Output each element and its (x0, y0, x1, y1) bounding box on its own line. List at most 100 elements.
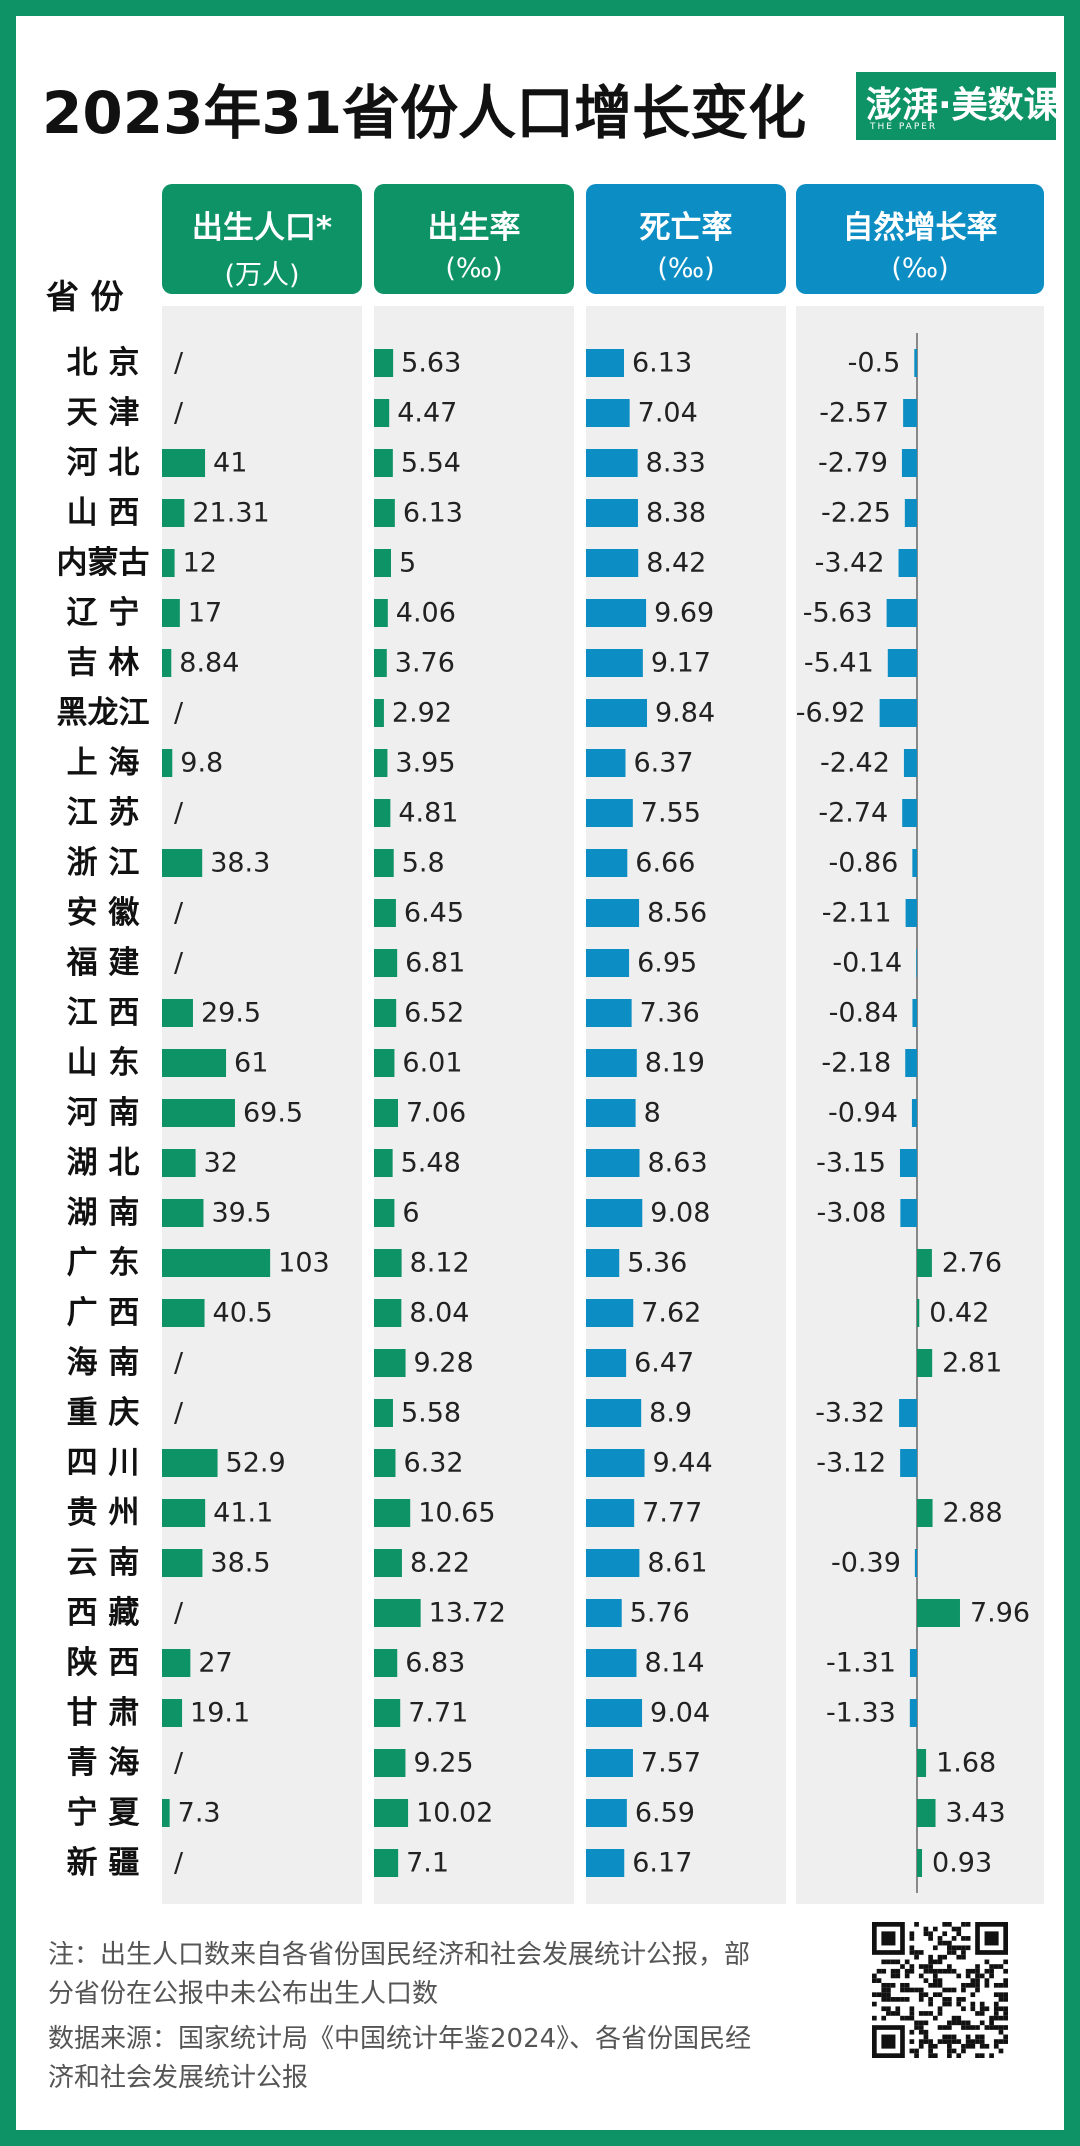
growth-rate-header-title: 自然增长率 (842, 210, 998, 246)
birth-value-label: 10.65 (418, 1498, 495, 1529)
growth-bar (914, 1549, 917, 1577)
birth-bar (374, 549, 391, 577)
death-value-label: 9.69 (654, 598, 714, 629)
growth-value-label: 0.42 (929, 1298, 989, 1329)
province-label: 海 南 (67, 1345, 140, 1381)
death-bar (586, 949, 630, 977)
births-value-label: 38.5 (210, 1548, 270, 1579)
births-bar (162, 599, 180, 627)
birth-value-label: 3.95 (395, 748, 455, 779)
growth-value-label: 2.88 (943, 1498, 1003, 1529)
births-bar (162, 1199, 204, 1227)
death-bar (586, 549, 639, 577)
births-header-title: 出生人口* (191, 210, 333, 246)
growth-value-label: -2.18 (821, 1048, 891, 1079)
growth-value-label: -0.84 (829, 998, 899, 1029)
births-bar (162, 1549, 203, 1577)
growth-bar (912, 849, 917, 877)
death-value-label: 8.63 (648, 1148, 708, 1179)
growth-value-label: -2.25 (821, 498, 891, 529)
missing-value-label: / (174, 898, 184, 929)
death-value-label: 8 (644, 1098, 661, 1129)
birth-value-label: 5 (399, 548, 416, 579)
births-bar (162, 1649, 191, 1677)
death-value-label: 8.19 (645, 1048, 705, 1079)
births-value-label: 41 (213, 448, 247, 479)
qr-code-icon[interactable] (872, 1922, 1008, 2058)
death-bar (586, 649, 643, 677)
births-bar (162, 549, 175, 577)
birth-bar (374, 399, 390, 427)
province-label: 江 苏 (67, 795, 140, 831)
birth-value-label: 8.12 (410, 1248, 470, 1279)
missing-value-label: / (174, 1598, 184, 1629)
death-bar (586, 1499, 635, 1527)
page-title: 2023年31省份人口增长变化 (42, 79, 807, 147)
growth-bar (902, 799, 917, 827)
birth-bar (374, 699, 384, 727)
growth-bar (901, 449, 917, 477)
missing-value-label: / (174, 1848, 184, 1879)
birth-bar (374, 449, 393, 477)
province-label: 宁 夏 (67, 1795, 141, 1831)
births-bar (162, 1249, 271, 1277)
missing-value-label: / (174, 1348, 184, 1379)
births-value-label: 12 (183, 548, 217, 579)
births-value-label: 21.31 (192, 498, 269, 529)
death-bar (586, 1799, 627, 1827)
growth-bar (917, 1599, 960, 1627)
death-value-label: 6.47 (634, 1348, 694, 1379)
death-bar (586, 1149, 640, 1177)
death-bar (586, 1549, 640, 1577)
growth-value-label: -5.63 (803, 598, 873, 629)
growth-bar (909, 1699, 917, 1727)
death-bar (586, 1749, 633, 1777)
growth-value-label: -2.42 (820, 748, 890, 779)
growth-bar (900, 1199, 917, 1227)
growth-bar (914, 349, 917, 377)
birth-value-label: 6.01 (402, 1048, 462, 1079)
death-bar (586, 1249, 620, 1277)
growth-bar (917, 1749, 927, 1777)
death-value-label: 6.66 (635, 848, 695, 879)
death-value-label: 8.38 (646, 498, 706, 529)
growth-value-label: -0.94 (828, 1098, 898, 1129)
province-label: 上 海 (67, 745, 140, 781)
birth-bar (374, 1699, 401, 1727)
birth-value-label: 9.25 (413, 1748, 473, 1779)
birth-value-label: 8.22 (410, 1548, 470, 1579)
births-header: 出生人口* (万人) (162, 184, 362, 294)
growth-bar (917, 1249, 932, 1277)
births-value-label: 17 (188, 598, 222, 629)
growth-value-label: -3.42 (815, 548, 885, 579)
province-label: 河 南 (67, 1095, 140, 1131)
growth-value-label: 3.43 (946, 1798, 1006, 1829)
birth-bar (374, 799, 391, 827)
births-bar (162, 1799, 170, 1827)
birth-value-label: 6.83 (405, 1648, 465, 1679)
growth-bar (900, 1449, 917, 1477)
province-label: 安 徽 (67, 895, 141, 931)
death-bar (586, 1049, 637, 1077)
birth-value-label: 5.63 (401, 348, 461, 379)
death-value-label: 8.56 (647, 898, 707, 929)
death-bar (586, 849, 628, 877)
births-value-label: 39.5 (211, 1198, 271, 1229)
footnote: 注：出生人口数来自各省份国民经济和社会发展统计公报，部分省份在公报中未公布出生人… (48, 1940, 751, 2009)
death-bar (586, 1349, 627, 1377)
birth-bar (374, 849, 394, 877)
birth-rate-header: 出生率 (‰) (374, 184, 574, 294)
death-value-label: 6.13 (632, 348, 692, 379)
logo-text: 澎湃·美数课 (866, 85, 1060, 126)
missing-value-label: / (174, 1398, 184, 1429)
births-bar (162, 1299, 205, 1327)
death-bar (586, 349, 625, 377)
province-label: 广 东 (67, 1245, 140, 1281)
death-value-label: 8.61 (647, 1548, 707, 1579)
birth-rate-header-title: 出生率 (427, 210, 521, 246)
growth-value-label: 2.76 (942, 1248, 1002, 1279)
births-value-label: 7.3 (178, 1798, 221, 1829)
province-label: 新 疆 (67, 1845, 140, 1881)
growth-value-label: -2.11 (822, 898, 892, 929)
births-bar (162, 1499, 206, 1527)
